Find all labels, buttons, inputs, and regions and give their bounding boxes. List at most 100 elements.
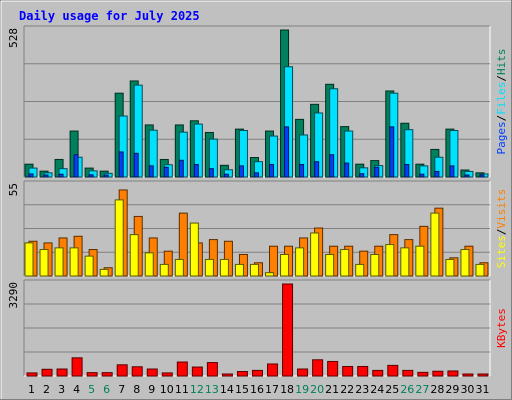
bar-pages-day-31 [479,174,485,178]
series-sites [24,199,485,277]
x-tick-label-15: 15 [235,383,249,396]
bar-pages-day-21 [329,154,335,178]
bar-sites-day-28 [430,212,440,277]
bar-sites-day-19 [295,247,305,277]
bar-sites-day-12 [189,222,199,277]
panel-kbytes: 3290 [7,279,491,377]
bar-kbytes-day-18 [282,283,294,377]
bar-pages-day-17 [269,163,275,178]
bar-sites-day-5 [84,255,94,277]
x-tick-label-30: 30 [460,383,474,396]
x-tick-label-7: 7 [118,383,125,396]
series-kbytes [26,283,489,377]
bar-sites-day-8 [129,234,139,277]
bar-sites-day-14 [219,258,229,277]
bar-pages-day-20 [314,161,320,178]
bar-kbytes-day-3 [56,368,68,377]
bar-kbytes-day-22 [342,365,354,377]
legends: Pages/Files/Hits Sites/Visits KBytes [495,49,508,348]
bar-pages-day-15 [238,165,244,178]
bar-sites-day-6 [99,268,109,277]
bar-pages-day-12 [193,163,199,178]
bar-sites-day-10 [159,263,169,277]
bar-pages-day-1 [28,173,34,178]
bar-kbytes-day-2 [41,368,53,377]
bar-pages-day-8 [133,152,139,178]
bar-sites-day-11 [174,258,184,277]
bar-sites-day-20 [310,232,320,277]
x-tick-label-9: 9 [148,383,155,396]
x-tick-label-19: 19 [295,383,309,396]
bar-pages-day-22 [344,162,350,178]
y-max-label: 55 [7,183,20,196]
legend-item-visits: Visits [495,189,508,229]
legend-item-pages: Pages [495,121,508,154]
bar-kbytes-day-30 [462,373,474,377]
bar-kbytes-day-9 [146,368,158,377]
legend-visits-sites: Sites/Visits [495,189,508,269]
x-tick-label-10: 10 [160,383,174,396]
bar-pages-day-7 [118,151,124,178]
bar-sites-day-27 [415,245,425,277]
bar-pages-day-14 [223,173,229,178]
y-max-label: 528 [7,28,20,48]
panels: 528 55 3290 [7,25,491,377]
bar-sites-day-7 [114,199,124,277]
bar-kbytes-day-28 [432,370,444,377]
bar-pages-day-6 [103,174,109,178]
bar-pages-day-26 [404,163,410,178]
x-tick-label-26: 26 [400,383,414,396]
chart-title: Daily usage for July 2025 [19,9,200,23]
bar-pages-day-29 [449,165,455,178]
bar-kbytes-day-25 [387,364,399,377]
panel-hits-files-pages: 528 [7,25,491,178]
x-tick-label-21: 21 [325,383,339,396]
bar-pages-day-19 [299,163,305,178]
bar-pages-day-10 [163,166,169,178]
x-tick-label-5: 5 [88,383,95,396]
bar-sites-day-16 [249,263,259,277]
x-tick-label-24: 24 [370,383,384,396]
x-tick-label-27: 27 [415,383,429,396]
x-tick-label-23: 23 [355,383,369,396]
bar-kbytes-day-31 [477,373,489,377]
y-max-label: 3290 [7,282,20,309]
bar-kbytes-day-8 [131,366,143,377]
bar-kbytes-day-4 [71,357,83,377]
bar-kbytes-day-24 [372,369,384,377]
bar-pages-day-3 [58,173,64,178]
bar-pages-day-23 [359,173,365,178]
bar-kbytes-day-10 [161,372,173,377]
x-tick-label-31: 31 [475,383,489,396]
x-tick-label-22: 22 [340,383,354,396]
bar-sites-day-1 [24,242,34,277]
x-tick-label-13: 13 [205,383,219,396]
bar-pages-day-2 [43,174,49,178]
x-tick-label-3: 3 [58,383,65,396]
legend-item-sites: Sites [495,235,508,268]
x-tick-label-17: 17 [265,383,279,396]
bar-pages-day-27 [419,173,425,178]
bar-sites-day-29 [445,258,455,277]
x-tick-label-8: 8 [133,383,140,396]
legend-item-hits: Hits [495,49,508,76]
bar-kbytes-day-7 [116,364,128,377]
x-tick-label-1: 1 [28,383,35,396]
x-tick-label-20: 20 [310,383,324,396]
bar-sites-day-25 [385,244,395,277]
series-pages [28,126,485,178]
bar-pages-day-18 [284,126,290,178]
bar-pages-day-11 [178,159,184,178]
bar-kbytes-day-26 [402,369,414,377]
bar-kbytes-day-11 [176,361,188,377]
x-tick-label-18: 18 [280,383,294,396]
bar-kbytes-day-13 [206,362,218,377]
bar-kbytes-day-27 [417,371,429,377]
bar-kbytes-day-12 [191,366,203,377]
bar-sites-day-26 [400,247,410,277]
bar-pages-day-24 [374,166,380,178]
legend-kbytes: KBytes [495,308,508,348]
bar-sites-day-2 [39,249,49,277]
bar-sites-day-13 [204,258,214,277]
